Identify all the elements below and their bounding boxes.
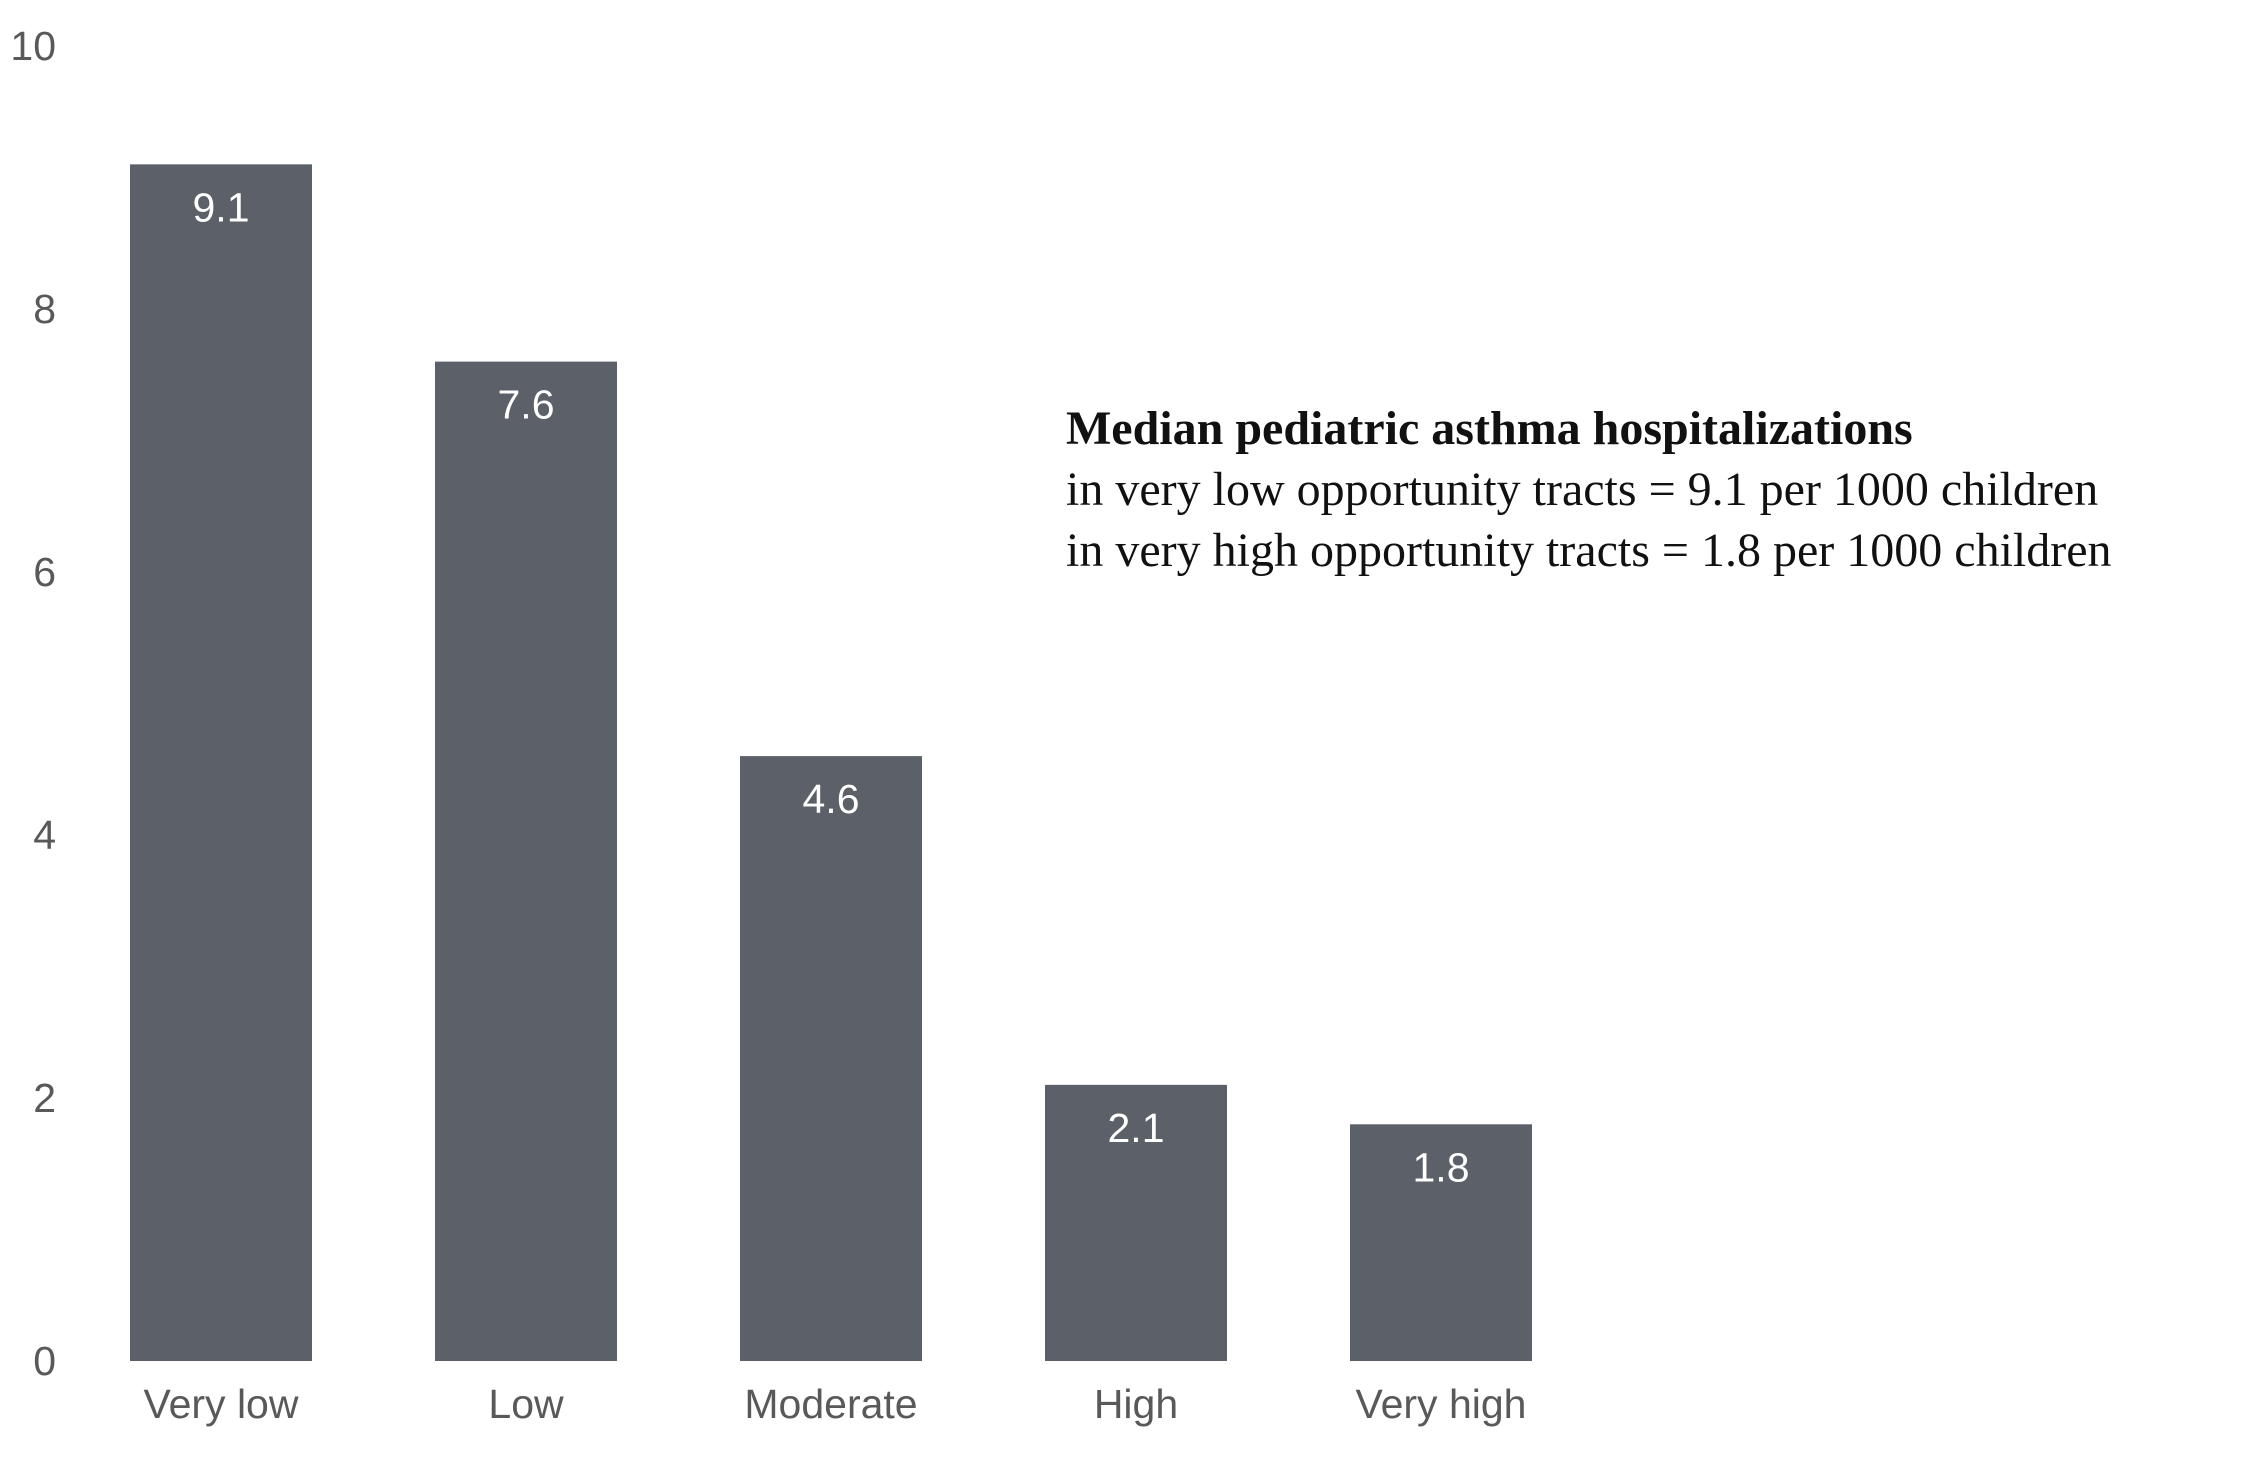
y-tick-label: 8: [33, 286, 56, 332]
y-tick-label: 10: [10, 23, 56, 69]
data-label-low: 7.6: [498, 382, 555, 428]
data-label-very-high: 1.8: [1413, 1144, 1470, 1190]
y-axis: 0 2 4 6 8 10: [10, 23, 56, 1384]
bar-very-high: [1350, 1124, 1532, 1361]
x-tick-label-very-high: Very high: [1356, 1381, 1527, 1427]
x-tick-label-moderate: Moderate: [744, 1381, 917, 1427]
bar-moderate: [740, 756, 922, 1361]
annotation-line-very-low: in very low opportunity tracts = 9.1 per…: [1066, 463, 2099, 516]
bar-low: [435, 361, 617, 1362]
bars: [130, 164, 1532, 1362]
y-tick-label: 2: [33, 1075, 56, 1121]
annotation-box: Median pediatric asthma hospitalizations…: [1066, 398, 2112, 581]
data-labels: 9.1 7.6 4.6 2.1 1.8: [193, 184, 1470, 1190]
bar-high: [1045, 1084, 1227, 1361]
y-tick-label: 0: [33, 1338, 56, 1384]
annotation-line-very-high: in very high opportunity tracts = 1.8 pe…: [1066, 524, 2112, 577]
y-tick-label: 6: [33, 549, 56, 595]
x-tick-label-high: High: [1094, 1381, 1178, 1427]
y-tick-label: 4: [33, 812, 56, 858]
bar-very-low: [130, 164, 312, 1362]
annotation-title: Median pediatric asthma hospitalizations: [1066, 402, 1913, 455]
x-axis: Very low Low Moderate High Very high: [144, 1381, 1527, 1427]
data-label-moderate: 4.6: [803, 776, 860, 822]
x-tick-label-low: Low: [488, 1381, 564, 1427]
data-label-high: 2.1: [1108, 1105, 1165, 1151]
data-label-very-low: 9.1: [193, 184, 250, 230]
x-tick-label-very-low: Very low: [144, 1381, 299, 1427]
